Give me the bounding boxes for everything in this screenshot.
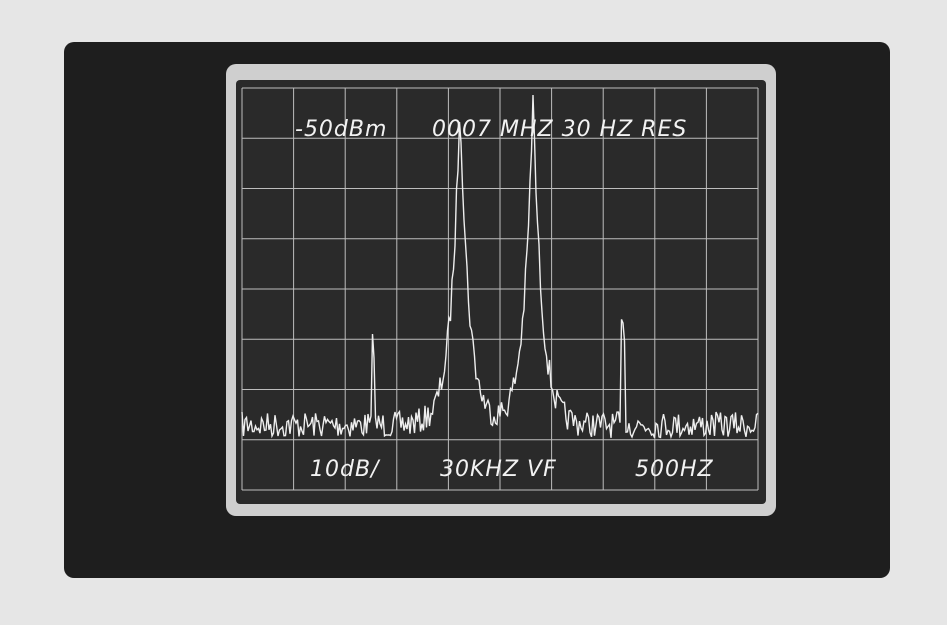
video-filter-readout: 30KHZ VF xyxy=(440,457,557,482)
span-readout: 500HZ xyxy=(635,457,714,482)
screen xyxy=(236,80,766,504)
photo: -50dBm 0007 MHZ 30 HZ RES 10dB/ 30KHZ VF… xyxy=(0,0,947,625)
resolution-readout: 0007 MHZ 30 HZ RES xyxy=(432,117,687,142)
scale-readout: 10dB/ xyxy=(310,457,381,482)
reference-level: -50dBm xyxy=(295,117,387,142)
